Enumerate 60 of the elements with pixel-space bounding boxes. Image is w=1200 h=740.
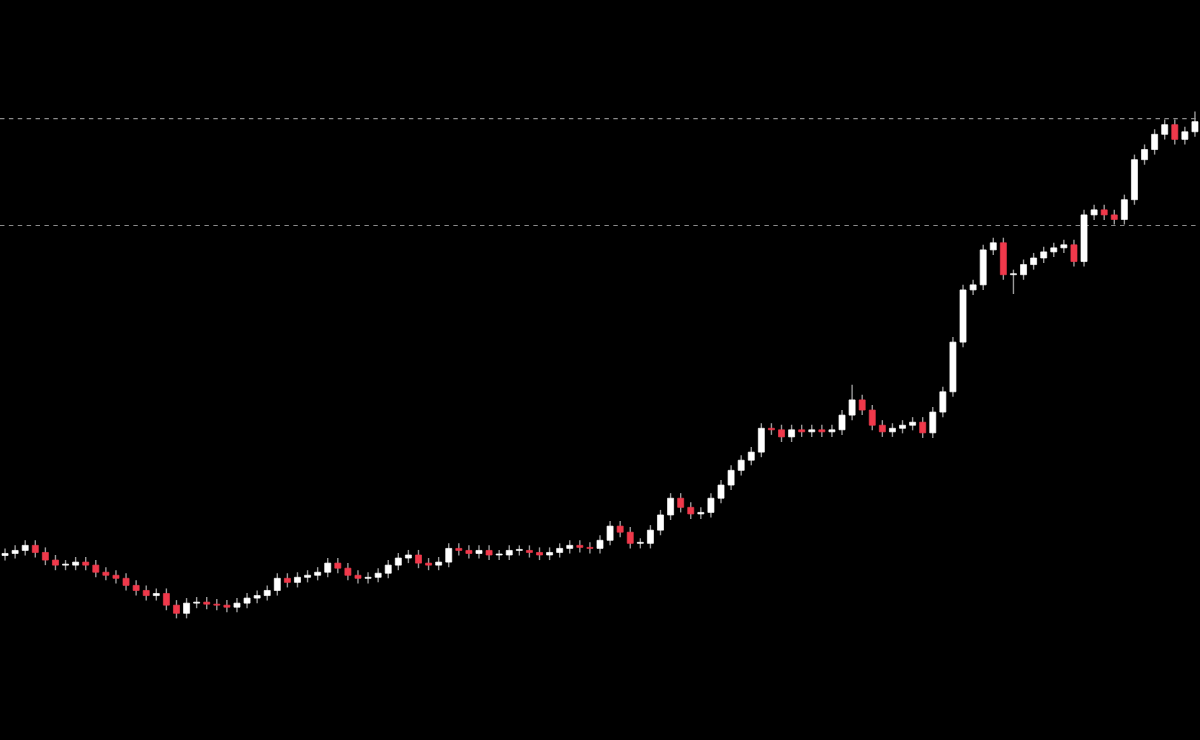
candlestick [253,589,261,604]
candlestick [223,599,231,613]
candlestick [757,422,765,458]
candlestick [1191,110,1199,138]
candlestick [828,424,836,438]
candlestick [919,416,927,439]
candlestick [455,542,463,557]
candlestick [1070,239,1078,268]
candlestick [163,587,170,611]
candlestick [173,599,180,620]
candlestick [273,572,281,597]
candlestick [112,569,120,585]
candlestick [576,539,584,554]
candlestick [606,520,614,547]
candlestick [667,492,674,521]
candlestick [11,544,19,560]
candlestick [1020,258,1027,281]
candlestick [657,509,664,536]
candlestick [1010,268,1017,295]
candlestick [596,534,604,555]
candlestick [445,542,453,568]
candlestick [102,566,110,582]
candlestick [677,492,685,514]
candlestick [1141,143,1148,166]
candlestick [415,549,422,569]
candlestick [354,569,362,585]
candlestick [485,544,493,561]
candlestick [647,524,654,550]
candlestick [374,567,382,584]
candlestick [1,547,9,562]
candlestick [747,446,755,466]
candlestick [1060,239,1068,254]
candlestick [475,544,483,560]
candlestick [717,479,725,504]
candlestick [838,409,846,436]
candlestick [848,384,856,421]
candlestick [1151,128,1158,156]
candlestick [324,557,332,578]
candlestick [213,598,221,611]
candlestick [868,404,876,432]
candlestick [384,559,392,580]
candlestick [858,394,866,416]
candlestick [737,454,745,477]
candlestick [818,424,826,438]
candlestick [495,549,503,561]
candlestick [364,571,372,585]
candlestick [465,544,473,560]
candlestick [939,386,947,418]
candlestick [183,597,190,620]
candlestick [707,492,715,519]
candlestick [233,597,241,613]
candlestick [132,579,140,597]
candlestick [727,464,735,491]
candlestick [1161,118,1169,141]
candlestick [929,406,937,439]
candlestick [697,506,705,520]
candlestick [586,541,594,555]
candlestick [626,526,634,550]
candlestick [1171,118,1179,146]
candlestick [1120,193,1128,226]
